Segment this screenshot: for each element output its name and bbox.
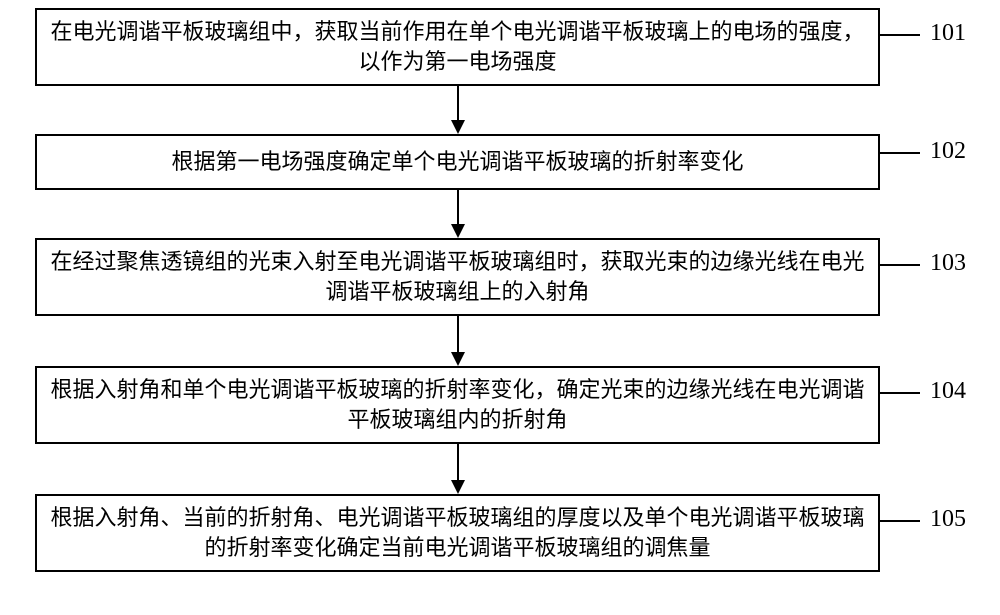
step-number-label: 102 [930,138,966,165]
label-connector [880,152,920,154]
arrow-head-icon [451,480,465,494]
step-box-104: 根据入射角和单个电光调谐平板玻璃的折射率变化，确定光束的边缘光线在电光调谐平板玻… [35,366,880,444]
step-text: 在经过聚焦透镜组的光束入射至电光调谐平板玻璃组时，获取光束的边缘光线在电光调谐平… [49,247,866,306]
label-connector [880,34,920,36]
arrow-head-icon [451,352,465,366]
arrow-stem [457,316,459,352]
step-number-label: 101 [930,20,966,47]
step-box-105: 根据入射角、当前的折射角、电光调谐平板玻璃组的厚度以及单个电光调谐平板玻璃的折射… [35,494,880,572]
arrow-102-103 [451,190,465,238]
label-connector [880,392,920,394]
arrow-104-105 [451,444,465,494]
flowchart-canvas: 在电光调谐平板玻璃组中，获取当前作用在单个电光调谐平板玻璃上的电场的强度，以作为… [0,0,1000,615]
label-connector [880,520,920,522]
step-text: 根据入射角和单个电光调谐平板玻璃的折射率变化，确定光束的边缘光线在电光调谐平板玻… [49,375,866,434]
arrow-head-icon [451,224,465,238]
step-number-label: 104 [930,378,966,405]
arrow-head-icon [451,120,465,134]
arrow-stem [457,444,459,480]
step-box-103: 在经过聚焦透镜组的光束入射至电光调谐平板玻璃组时，获取光束的边缘光线在电光调谐平… [35,238,880,316]
step-number-label: 103 [930,250,966,277]
step-text: 根据第一电场强度确定单个电光调谐平板玻璃的折射率变化 [171,147,743,177]
step-box-102: 根据第一电场强度确定单个电光调谐平板玻璃的折射率变化 [35,134,880,190]
label-connector [880,264,920,266]
arrow-101-102 [451,86,465,134]
step-text: 在电光调谐平板玻璃组中，获取当前作用在单个电光调谐平板玻璃上的电场的强度，以作为… [49,17,866,76]
step-text: 根据入射角、当前的折射角、电光调谐平板玻璃组的厚度以及单个电光调谐平板玻璃的折射… [49,503,866,562]
arrow-103-104 [451,316,465,366]
arrow-stem [457,86,459,120]
step-box-101: 在电光调谐平板玻璃组中，获取当前作用在单个电光调谐平板玻璃上的电场的强度，以作为… [35,8,880,86]
arrow-stem [457,190,459,224]
step-number-label: 105 [930,506,966,533]
